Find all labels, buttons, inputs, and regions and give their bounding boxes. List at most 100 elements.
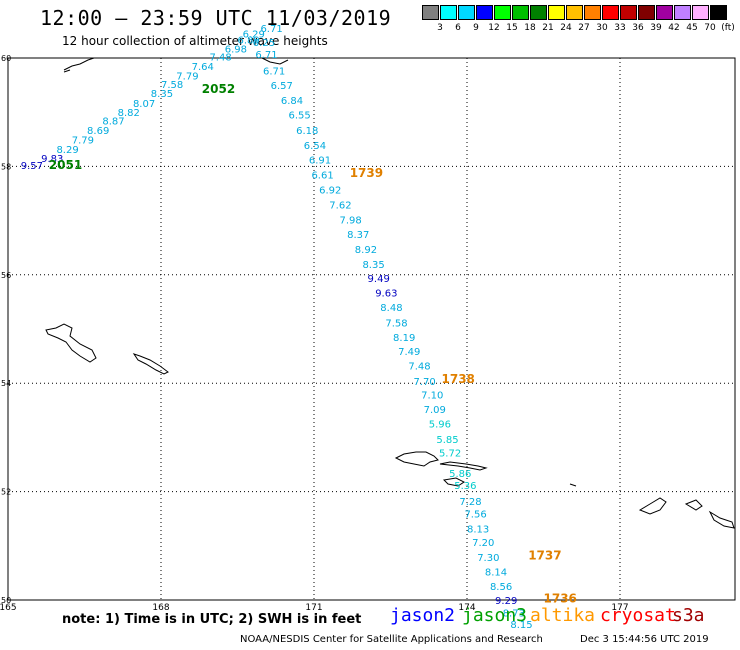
wave-height-value: 6.57 — [271, 81, 293, 92]
wave-height-value: 6.92 — [319, 186, 341, 197]
wave-height-value: 6.71 — [263, 66, 285, 77]
wave-height-value: 9.29 — [495, 596, 517, 607]
wave-height-value: 7.64 — [192, 62, 214, 73]
pass-time-label: 1736 — [544, 592, 577, 606]
wave-height-value: 8.48 — [380, 303, 402, 314]
legend-label: 18 — [524, 23, 536, 33]
legend-label: 39 — [650, 23, 662, 33]
lon-tick-label: 165 — [0, 603, 17, 613]
legend-swatch — [566, 5, 583, 20]
wave-height-value: 7.70 — [413, 377, 435, 388]
wave-height-value: 6.91 — [309, 156, 331, 167]
lat-lon-grid: 165 168 171 174 177 60 58 56 54 52 50 — [0, 54, 735, 613]
island-segment — [439, 461, 488, 471]
color-legend: 3 6 9 12 15 18 21 24 27 30 33 36 39 42 45 70 (ft) — [422, 5, 735, 39]
wave-height-value: 6.61 — [311, 170, 333, 181]
wave-height-value: 6.71 — [255, 50, 277, 61]
legend-swatch — [494, 5, 511, 20]
pass-time-label: 1739 — [350, 166, 383, 180]
wave-height-value: 7.79 — [72, 136, 94, 147]
legend-label: 33 — [614, 23, 626, 33]
wave-height-value: 8.14 — [485, 568, 507, 579]
wave-height-value: 6.71 — [260, 24, 282, 35]
legend-swatch — [656, 5, 673, 20]
wave-height-value: 6.54 — [304, 141, 326, 152]
wave-height-value: 9.49 — [368, 274, 390, 285]
legend-label: 3 — [437, 23, 443, 33]
page-subtitle: 12 hour collection of altimeter wave hei… — [62, 34, 328, 48]
wave-height-value: 7.62 — [329, 201, 351, 212]
wave-height-value: 8.56 — [490, 582, 512, 593]
lon-tick-label: 174 — [458, 603, 475, 613]
island-small-2 — [569, 483, 577, 487]
wave-height-value: 7.30 — [477, 553, 499, 564]
altimeter-track-b: 6.296.256.716.716.576.846.556.186.546.91… — [243, 29, 533, 631]
island-kiska — [394, 451, 439, 467]
pass-time-label: 2052 — [202, 82, 235, 96]
satellite-altika: altika — [530, 605, 596, 626]
wave-height-value: 7.48 — [408, 362, 430, 373]
wave-height-value: 7.79 — [176, 72, 198, 83]
wave-height-value: 8.69 — [87, 126, 109, 137]
legend-swatch — [692, 5, 709, 20]
legend-swatch — [602, 5, 619, 20]
lat-tick-label: 50 — [1, 596, 11, 605]
legend-swatch — [476, 5, 493, 20]
wave-height-value: 7.56 — [464, 510, 486, 521]
wave-height-value: 8.82 — [118, 108, 140, 119]
satellite-s3a: s3a — [672, 605, 705, 626]
wave-height-value: 5.86 — [449, 469, 471, 480]
lon-tick-label: 168 — [152, 603, 169, 613]
legend-label: 12 — [488, 23, 500, 33]
wave-height-value: 5.85 — [436, 435, 458, 446]
wave-height-value: 7.58 — [385, 318, 407, 329]
legend-label: 6 — [455, 23, 461, 33]
wave-height-value: 6.29 — [243, 29, 265, 40]
legend-label: 9 — [473, 23, 479, 33]
wave-height-value: 7.49 — [398, 347, 420, 358]
wave-height-value: 8.37 — [347, 230, 369, 241]
legend-swatch — [710, 5, 727, 20]
island-copper — [132, 353, 169, 375]
wave-height-value: 5.96 — [429, 420, 451, 431]
wave-height-value: 7.10 — [421, 390, 443, 401]
legend-label: 70 — [704, 23, 716, 33]
lat-tick-label: 60 — [1, 54, 11, 63]
lat-tick-label: 52 — [1, 488, 11, 497]
legend-swatch — [530, 5, 547, 20]
island-east — [638, 497, 667, 515]
wave-height-value: 8.92 — [355, 245, 377, 256]
credit-line: NOAA/NESDIS Center for Satellite Applica… — [240, 634, 543, 645]
footer-note: note: 1) Time is in UTC; 2) SWH is in fe… — [62, 612, 362, 627]
legend-label: 36 — [632, 23, 644, 33]
map-frame — [7, 57, 736, 601]
wave-height-value: 7.28 — [459, 497, 481, 508]
wave-height-value: 6.18 — [296, 126, 318, 137]
legend-label: 24 — [560, 23, 572, 33]
wave-height-value: 7.48 — [209, 53, 231, 64]
legend-label: 45 — [686, 23, 698, 33]
wave-height-value: 7.98 — [340, 215, 362, 226]
satellite-jason2: jason2 — [390, 605, 456, 626]
wave-height-value: 7.09 — [424, 405, 446, 416]
island-top-right — [261, 57, 289, 65]
island-east-3 — [708, 510, 735, 529]
wave-height-value: 5.72 — [439, 448, 461, 459]
lat-tick-label: 54 — [1, 379, 11, 388]
legend-swatch — [422, 5, 439, 20]
pass-labels: 2051 2052 1739 1738 1737 1736 — [49, 82, 577, 605]
legend-swatch — [638, 5, 655, 20]
wave-height-value: 8.29 — [56, 145, 78, 156]
legend-swatch — [440, 5, 457, 20]
island-small-1 — [442, 477, 465, 487]
wave-height-value: 9.83 — [41, 154, 63, 165]
lat-tick-label: 56 — [1, 271, 11, 280]
wave-height-value: 6.84 — [281, 96, 303, 107]
wave-height-value: 7.58 — [161, 80, 183, 91]
wave-height-value: 8.07 — [133, 99, 155, 110]
legend-label: 27 — [578, 23, 590, 33]
altimeter-track-a: 9.579.838.297.798.698.878.828.078.357.58… — [21, 24, 283, 172]
legend-label: (ft) — [721, 23, 735, 33]
island-attu — [45, 323, 97, 363]
